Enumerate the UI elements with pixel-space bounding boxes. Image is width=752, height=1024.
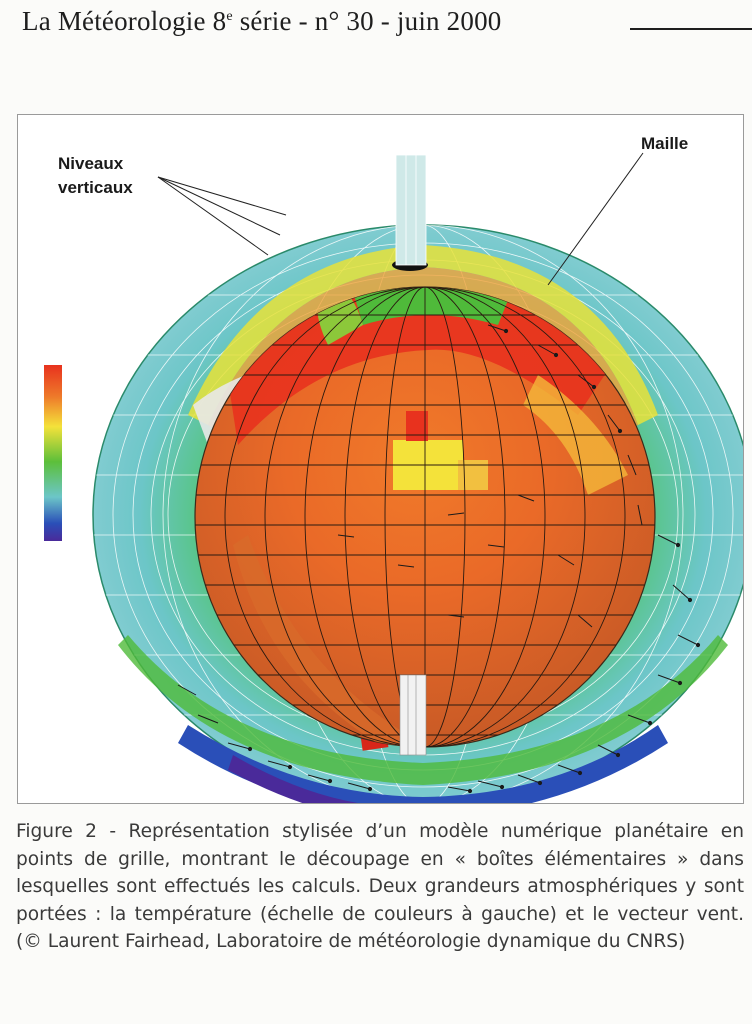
temperature-color-scale [44,365,62,541]
wind-vectors [177,324,701,794]
journal-title: La Météorologie 8 [22,6,227,36]
shell-blue-band [178,725,668,803]
series-superscript: e [226,9,233,24]
figure-frame: Niveaux verticaux Maille [17,114,744,804]
figure-caption: Figure 2 - Représentation stylisée d’un … [16,821,744,952]
shell-orange-band [208,267,638,433]
label-mesh: Maille [641,134,688,153]
model-illustration: Niveaux verticaux Maille [44,134,743,803]
globe-grid [195,287,655,747]
shell-lower-green-band [118,635,728,785]
issue-info: série - n° 30 - juin 2000 [232,6,502,36]
label-vertical-levels-line2: verticaux [58,178,133,197]
journal-header: La Météorologie 8e série - n° 30 - juin … [22,6,501,37]
annotation-pointers [157,152,644,286]
header-rule [630,28,752,30]
shell-yellow-band [188,245,658,425]
label-vertical-levels-line1: Niveaux [58,154,124,173]
shell-purple-band [228,755,359,803]
vertical-column [395,154,427,756]
